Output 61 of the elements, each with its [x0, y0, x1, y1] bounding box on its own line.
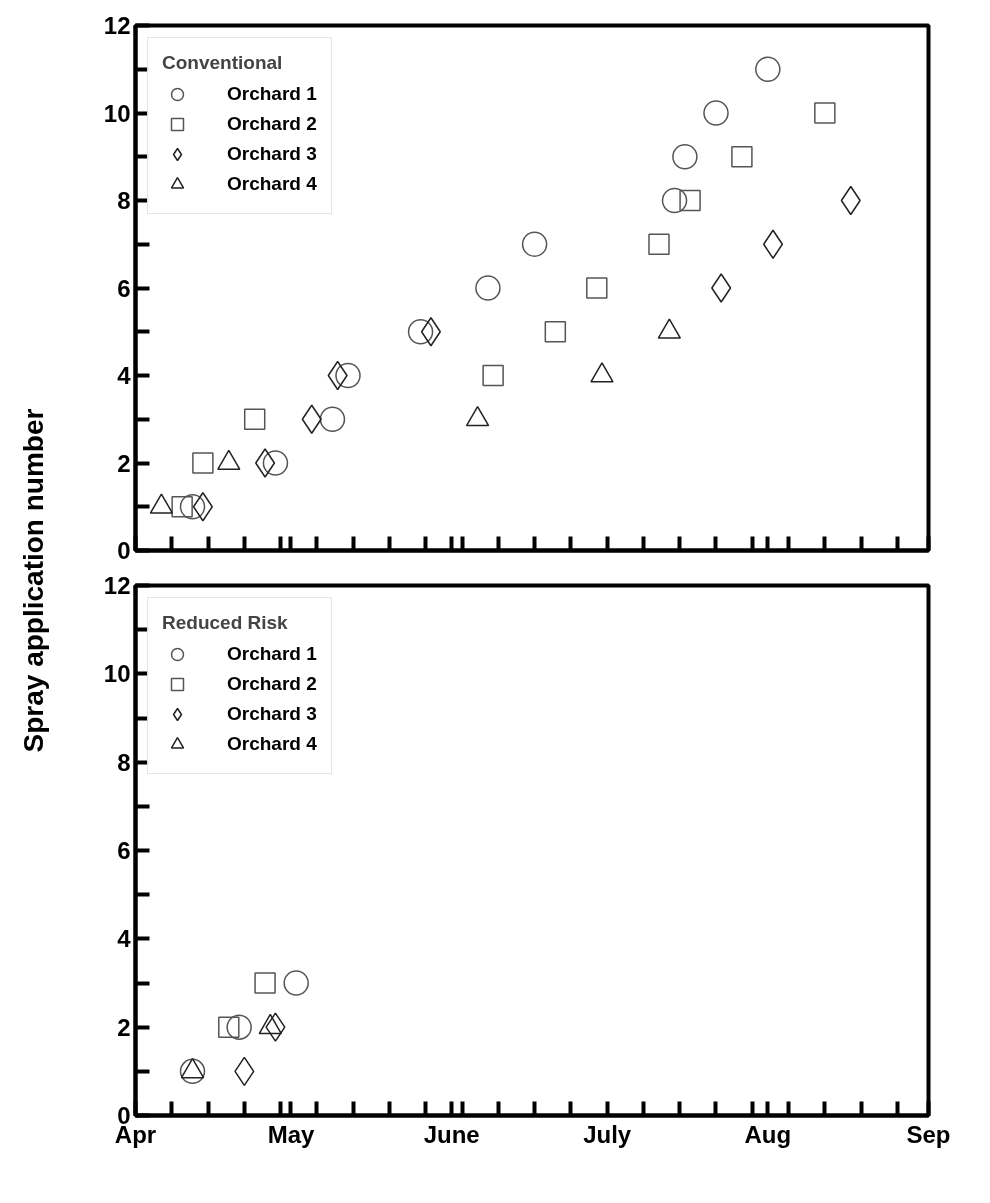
- point: [648, 233, 670, 255]
- point: [672, 144, 698, 170]
- y-tick-label: 12: [103, 572, 131, 599]
- y-axis-title: Spray application number: [18, 408, 49, 753]
- y-tick-label: 12: [103, 12, 131, 39]
- point: [254, 972, 276, 994]
- legend-label: Orchard 2: [227, 113, 317, 135]
- point: [420, 317, 442, 347]
- point: [679, 189, 701, 212]
- x-tick-label: Aug: [744, 1120, 792, 1148]
- y-tick-label: 0: [117, 537, 131, 564]
- point: [814, 102, 836, 124]
- point: [319, 406, 346, 432]
- point: [755, 56, 781, 82]
- y-tick-label: 10: [103, 99, 131, 127]
- x-tick-label: July: [583, 1120, 632, 1148]
- x-tick-label: June: [423, 1120, 480, 1148]
- x-tick-label: May: [267, 1120, 315, 1148]
- legend-label: Orchard 3: [227, 703, 317, 725]
- point: [218, 1016, 240, 1038]
- point: [475, 275, 501, 301]
- point: [482, 364, 504, 387]
- point: [192, 452, 214, 474]
- point: [586, 277, 608, 299]
- point: [544, 321, 567, 343]
- point: [762, 229, 784, 259]
- legend-title: Conventional: [162, 52, 284, 74]
- x-tick-label: Sep: [906, 1120, 951, 1148]
- point: [407, 319, 434, 345]
- point: [265, 1012, 286, 1042]
- y-tick-label: 2: [117, 449, 131, 477]
- legend-label: Orchard 1: [227, 643, 317, 665]
- point: [661, 187, 688, 214]
- point: [192, 492, 213, 522]
- point: [335, 362, 361, 389]
- y-tick-label: 6: [117, 837, 131, 864]
- legend-label: Orchard 1: [227, 83, 317, 105]
- legend-label: Orchard 2: [227, 673, 317, 695]
- point: [731, 146, 753, 168]
- y-tick-label: 4: [117, 362, 132, 389]
- y-tick-label: 2: [117, 1013, 131, 1041]
- y-tick-label: 10: [103, 660, 131, 688]
- point: [226, 1014, 252, 1040]
- point: [254, 448, 276, 478]
- point: [262, 450, 289, 476]
- legend-label: Orchard 4: [227, 173, 317, 195]
- point: [711, 273, 732, 303]
- point: [301, 404, 322, 434]
- y-tick-label: 4: [117, 925, 132, 953]
- y-tick-label: 8: [117, 748, 131, 776]
- y-tick-label: 8: [117, 187, 131, 214]
- legend-label: Orchard 3: [227, 143, 317, 165]
- point: [703, 100, 729, 126]
- point: [179, 1058, 206, 1085]
- y-tick-label: 6: [117, 274, 131, 302]
- point: [243, 408, 266, 430]
- point: [179, 494, 206, 520]
- point: [283, 970, 309, 996]
- point: [521, 231, 548, 257]
- legend-label: Orchard 4: [227, 733, 317, 755]
- legend-title: Reduced Risk: [162, 612, 289, 634]
